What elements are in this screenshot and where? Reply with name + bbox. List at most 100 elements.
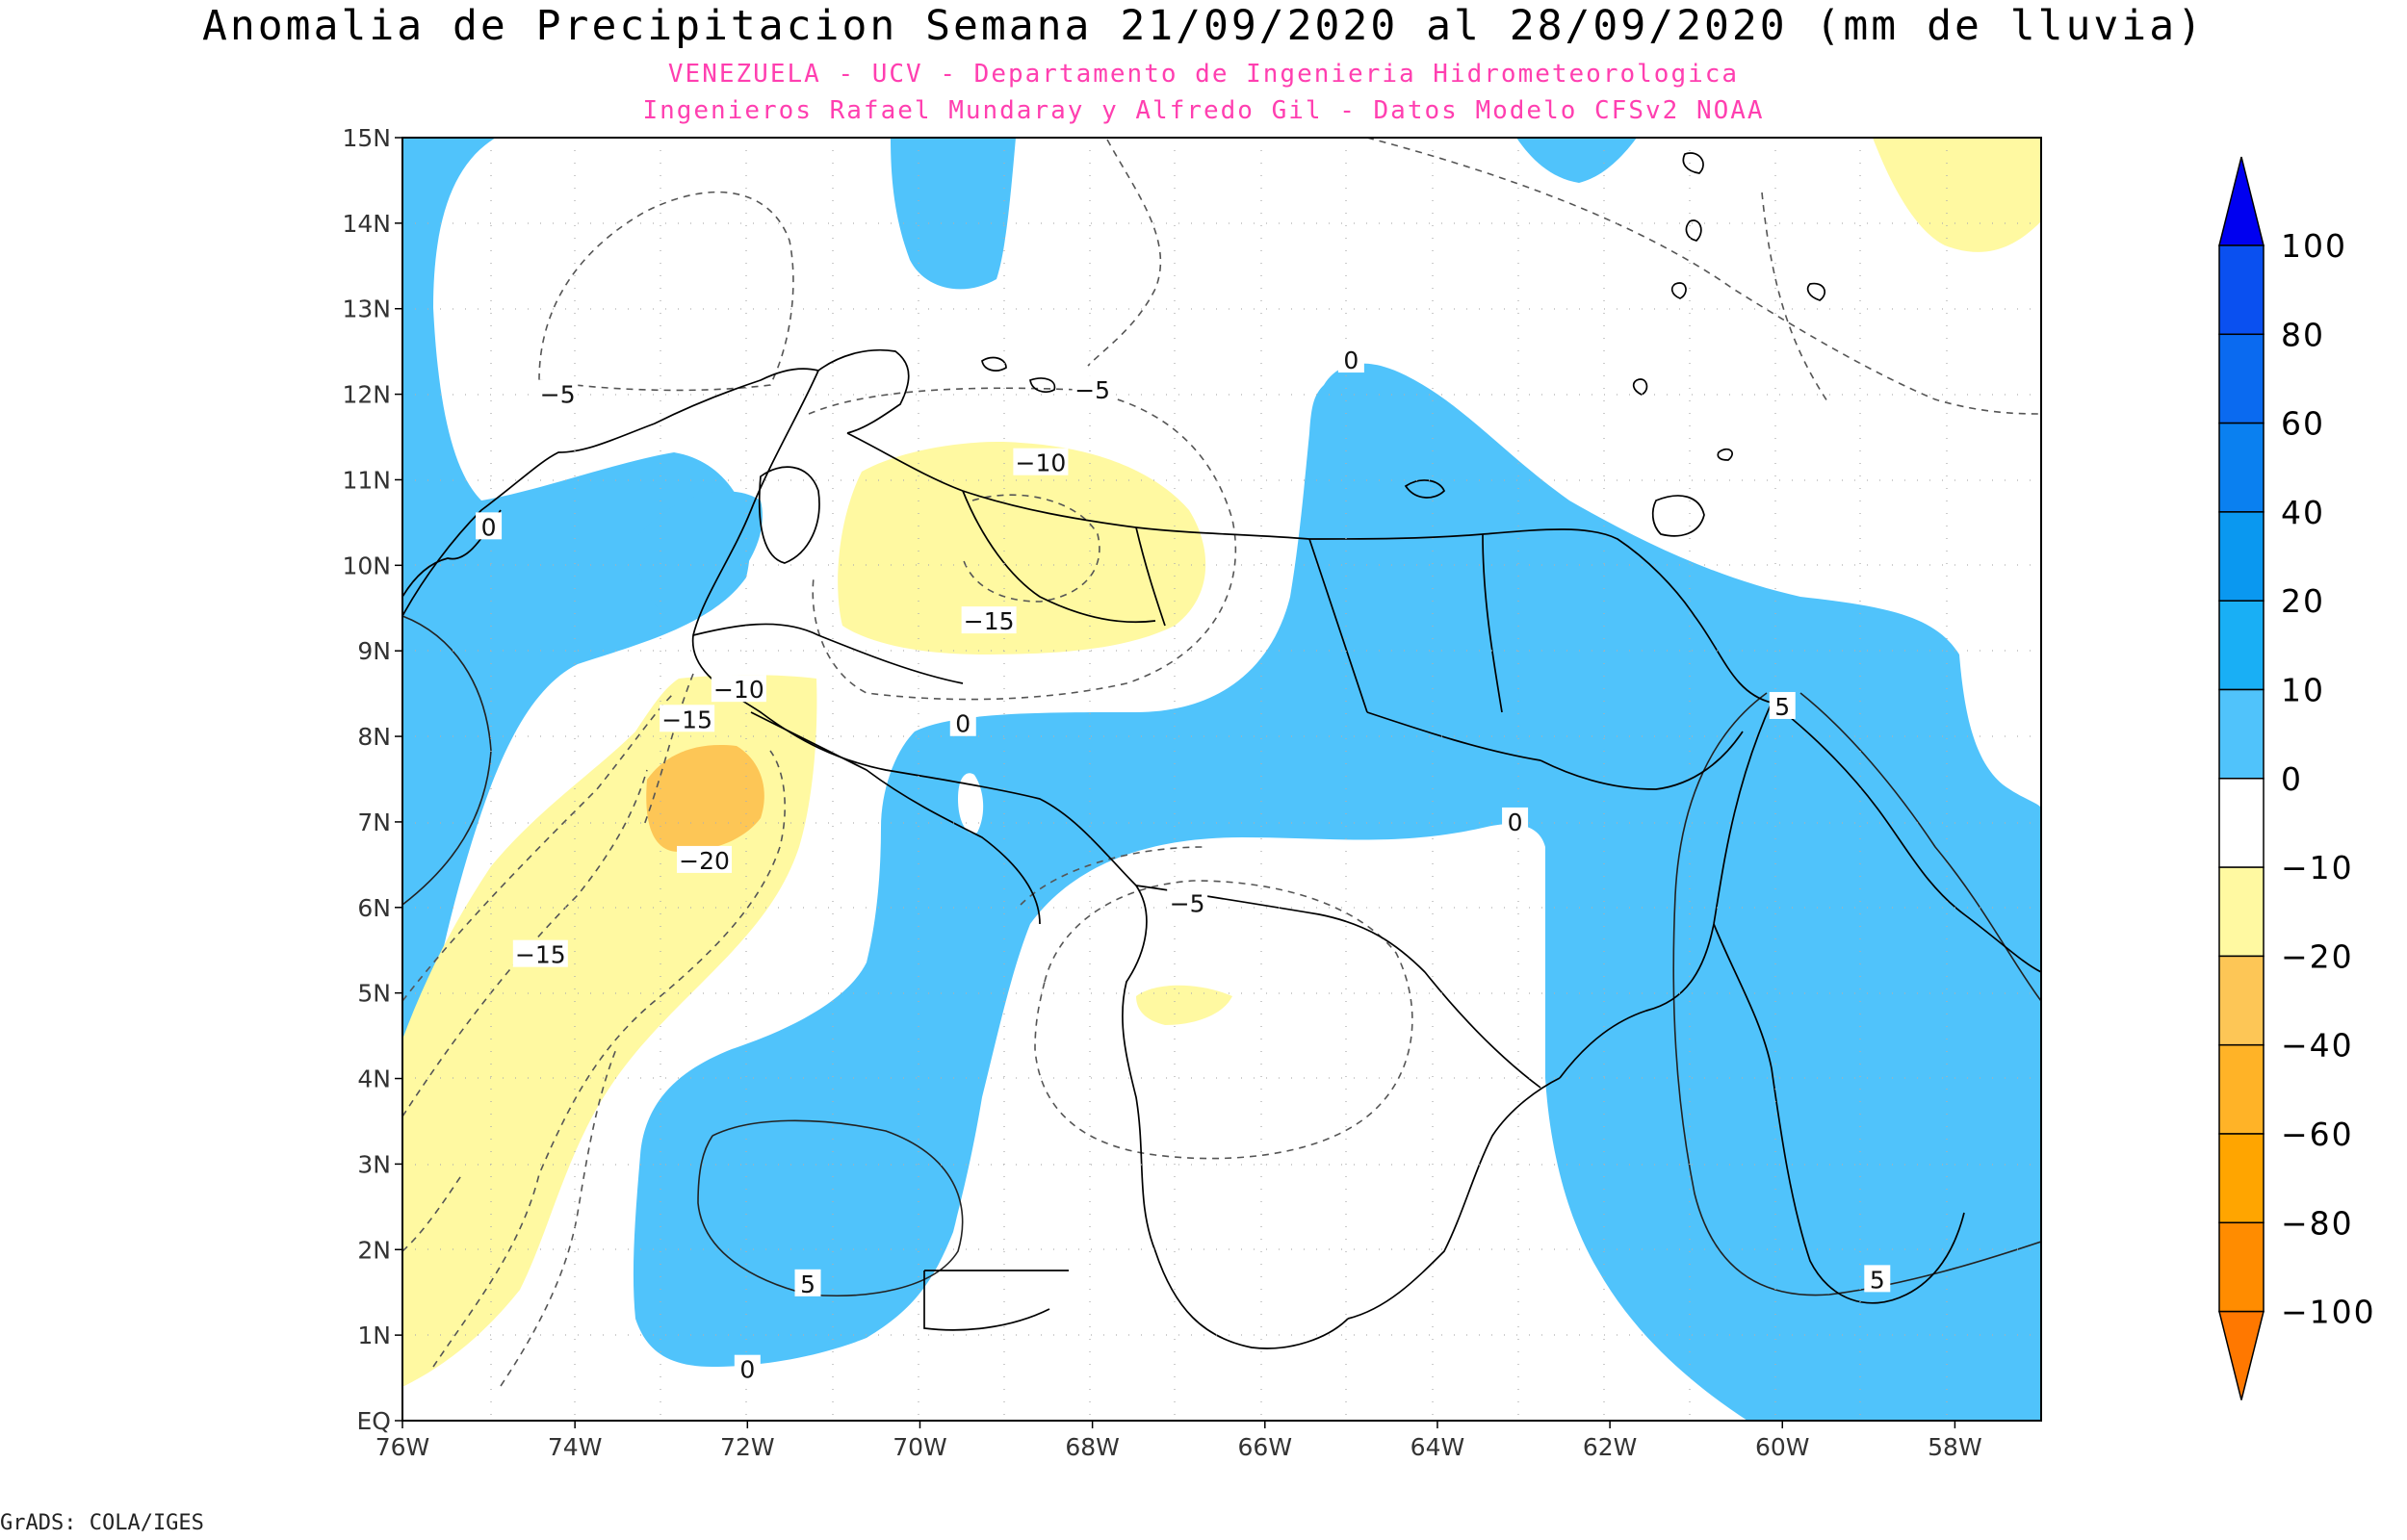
lat-tick-label: 5N bbox=[357, 980, 391, 1008]
svg-text:0: 0 bbox=[1508, 808, 1523, 836]
lon-tick-label: 60W bbox=[1755, 1433, 1810, 1461]
contour-label: −5 bbox=[1167, 888, 1208, 917]
orinoco-delta bbox=[1540, 731, 1744, 790]
lon-tick-label: 64W bbox=[1411, 1433, 1465, 1461]
colorbar-segment bbox=[2218, 422, 2265, 513]
lat-tick-label: 11N bbox=[342, 466, 391, 494]
contour-label: 5 bbox=[794, 1269, 821, 1298]
lon-tick-label: 58W bbox=[1928, 1433, 1982, 1461]
lat-tick-label: 13N bbox=[342, 295, 391, 323]
guyana-inner-border bbox=[1713, 923, 1965, 1304]
svg-text:−15: −15 bbox=[515, 941, 566, 969]
contour-label: −5 bbox=[537, 379, 579, 409]
colombia-caribbean-coast bbox=[402, 368, 819, 617]
coastlines-borders bbox=[402, 152, 2041, 1349]
colorbar-label: 80 bbox=[2281, 316, 2325, 353]
svg-text:−5: −5 bbox=[540, 381, 576, 409]
colorbar-max-arrow bbox=[2218, 156, 2265, 246]
colorbar-label: −10 bbox=[2281, 849, 2354, 886]
colorbar-segment bbox=[2218, 1133, 2265, 1224]
colombia-internal-2 bbox=[750, 711, 1041, 925]
venezuela-states-2 bbox=[1308, 533, 1541, 761]
lon-tick-label: 70W bbox=[893, 1433, 947, 1461]
subtitle-institution: VENEZUELA - UCV - Departamento de Ingeni… bbox=[667, 60, 1740, 89]
contour-label: 5 bbox=[1769, 691, 1796, 721]
colorbar-segment bbox=[2218, 778, 2265, 868]
lon-tick-label: 76W bbox=[375, 1433, 430, 1461]
lat-tick-label: 3N bbox=[357, 1150, 391, 1178]
lon-tick-label: 66W bbox=[1238, 1433, 1293, 1461]
negative-anomaly-guayana bbox=[1136, 985, 1232, 1025]
lat-tick-label: 12N bbox=[342, 381, 391, 409]
colorbar-label: −20 bbox=[2281, 937, 2354, 975]
colorbar-label: 10 bbox=[2281, 672, 2325, 709]
venezuela-colombia-border bbox=[691, 370, 1349, 1349]
contour-label: 0 bbox=[1337, 346, 1364, 374]
svg-text:0: 0 bbox=[739, 1356, 755, 1384]
positive-anomaly-west bbox=[402, 138, 750, 1078]
contour-label: 5 bbox=[1864, 1265, 1891, 1294]
contour-label: −5 bbox=[1072, 375, 1113, 404]
svg-text:0: 0 bbox=[481, 513, 497, 541]
svg-text:5: 5 bbox=[1870, 1266, 1885, 1294]
guajira-peninsula bbox=[817, 348, 910, 434]
lat-tick-label: 4N bbox=[357, 1065, 391, 1093]
lat-tick-label: 6N bbox=[357, 894, 391, 922]
colorbar-segment bbox=[2218, 688, 2265, 780]
svg-text:0: 0 bbox=[955, 710, 971, 738]
lat-tick-label: 9N bbox=[357, 637, 391, 665]
colorbar-segment bbox=[2218, 244, 2265, 336]
contour-label: 0 bbox=[1502, 807, 1529, 836]
contour-label: −15 bbox=[660, 705, 715, 733]
lat-tick-label: 10N bbox=[342, 552, 391, 579]
axis-labels: 76W 74W 72W 70W 68W 66W 64W 62W 60W 58W EQ 1N 2N 3N 4N… bbox=[342, 124, 1981, 1461]
colorbar-label: 20 bbox=[2281, 582, 2325, 620]
chart-title: Anomalia de Precipitacion Semana 21/09/2… bbox=[202, 2, 2205, 50]
contour-label: −10 bbox=[711, 675, 766, 704]
margarita-island bbox=[1404, 479, 1446, 499]
lon-tick-label: 62W bbox=[1583, 1433, 1638, 1461]
positive-anomaly-caribbean-north bbox=[891, 138, 1016, 290]
brazil-inner-line bbox=[923, 1270, 1069, 1331]
colorbar-segment bbox=[2218, 600, 2265, 691]
svg-text:−15: −15 bbox=[964, 607, 1015, 635]
positive-anomaly-maracaibo bbox=[635, 491, 763, 618]
colorbar-label: 60 bbox=[2281, 405, 2325, 443]
contour-label: −15 bbox=[512, 939, 568, 969]
colorbar-segment bbox=[2218, 333, 2265, 424]
trinidad bbox=[1651, 495, 1705, 537]
lat-tick-label: 15N bbox=[342, 124, 391, 152]
contour-label: −15 bbox=[961, 606, 1017, 635]
colorbar-segment bbox=[2218, 511, 2265, 602]
negative-anomaly-atlantic bbox=[1873, 138, 2041, 252]
colorbar-label: 40 bbox=[2281, 494, 2325, 531]
axis-ticks bbox=[395, 137, 1956, 1428]
colombia-internal-1 bbox=[692, 623, 964, 684]
grads-credit: GrADS: COLA/IGES bbox=[0, 1511, 204, 1535]
strong-negative-anomaly bbox=[646, 745, 764, 852]
svg-text:−10: −10 bbox=[713, 676, 764, 704]
positive-anomaly-east-south bbox=[633, 363, 2041, 1421]
colorbar-segment bbox=[2218, 1043, 2265, 1135]
aruba-curacao bbox=[981, 356, 1056, 393]
venezuela-brazil-border bbox=[1347, 1077, 1561, 1320]
svg-text:−15: −15 bbox=[661, 706, 712, 733]
lon-tick-label: 72W bbox=[720, 1433, 775, 1461]
svg-text:0: 0 bbox=[1343, 346, 1359, 374]
colorbar-label: −100 bbox=[2281, 1294, 2376, 1331]
colorbar-label: −80 bbox=[2281, 1204, 2354, 1242]
lat-tick-label: 2N bbox=[357, 1236, 391, 1264]
colorbar-segment bbox=[2218, 1221, 2265, 1313]
contour-label: −10 bbox=[1013, 448, 1069, 477]
lon-tick-label: 68W bbox=[1065, 1433, 1120, 1461]
contour-label: 0 bbox=[949, 708, 976, 738]
colorbar-label: −60 bbox=[2281, 1116, 2354, 1153]
lat-tick-label: 1N bbox=[357, 1322, 391, 1349]
colorbar-label: −40 bbox=[2281, 1027, 2354, 1065]
colorbar-label: 0 bbox=[2281, 760, 2303, 798]
lat-tick-label: 14N bbox=[342, 210, 391, 238]
svg-text:5: 5 bbox=[1774, 693, 1790, 721]
